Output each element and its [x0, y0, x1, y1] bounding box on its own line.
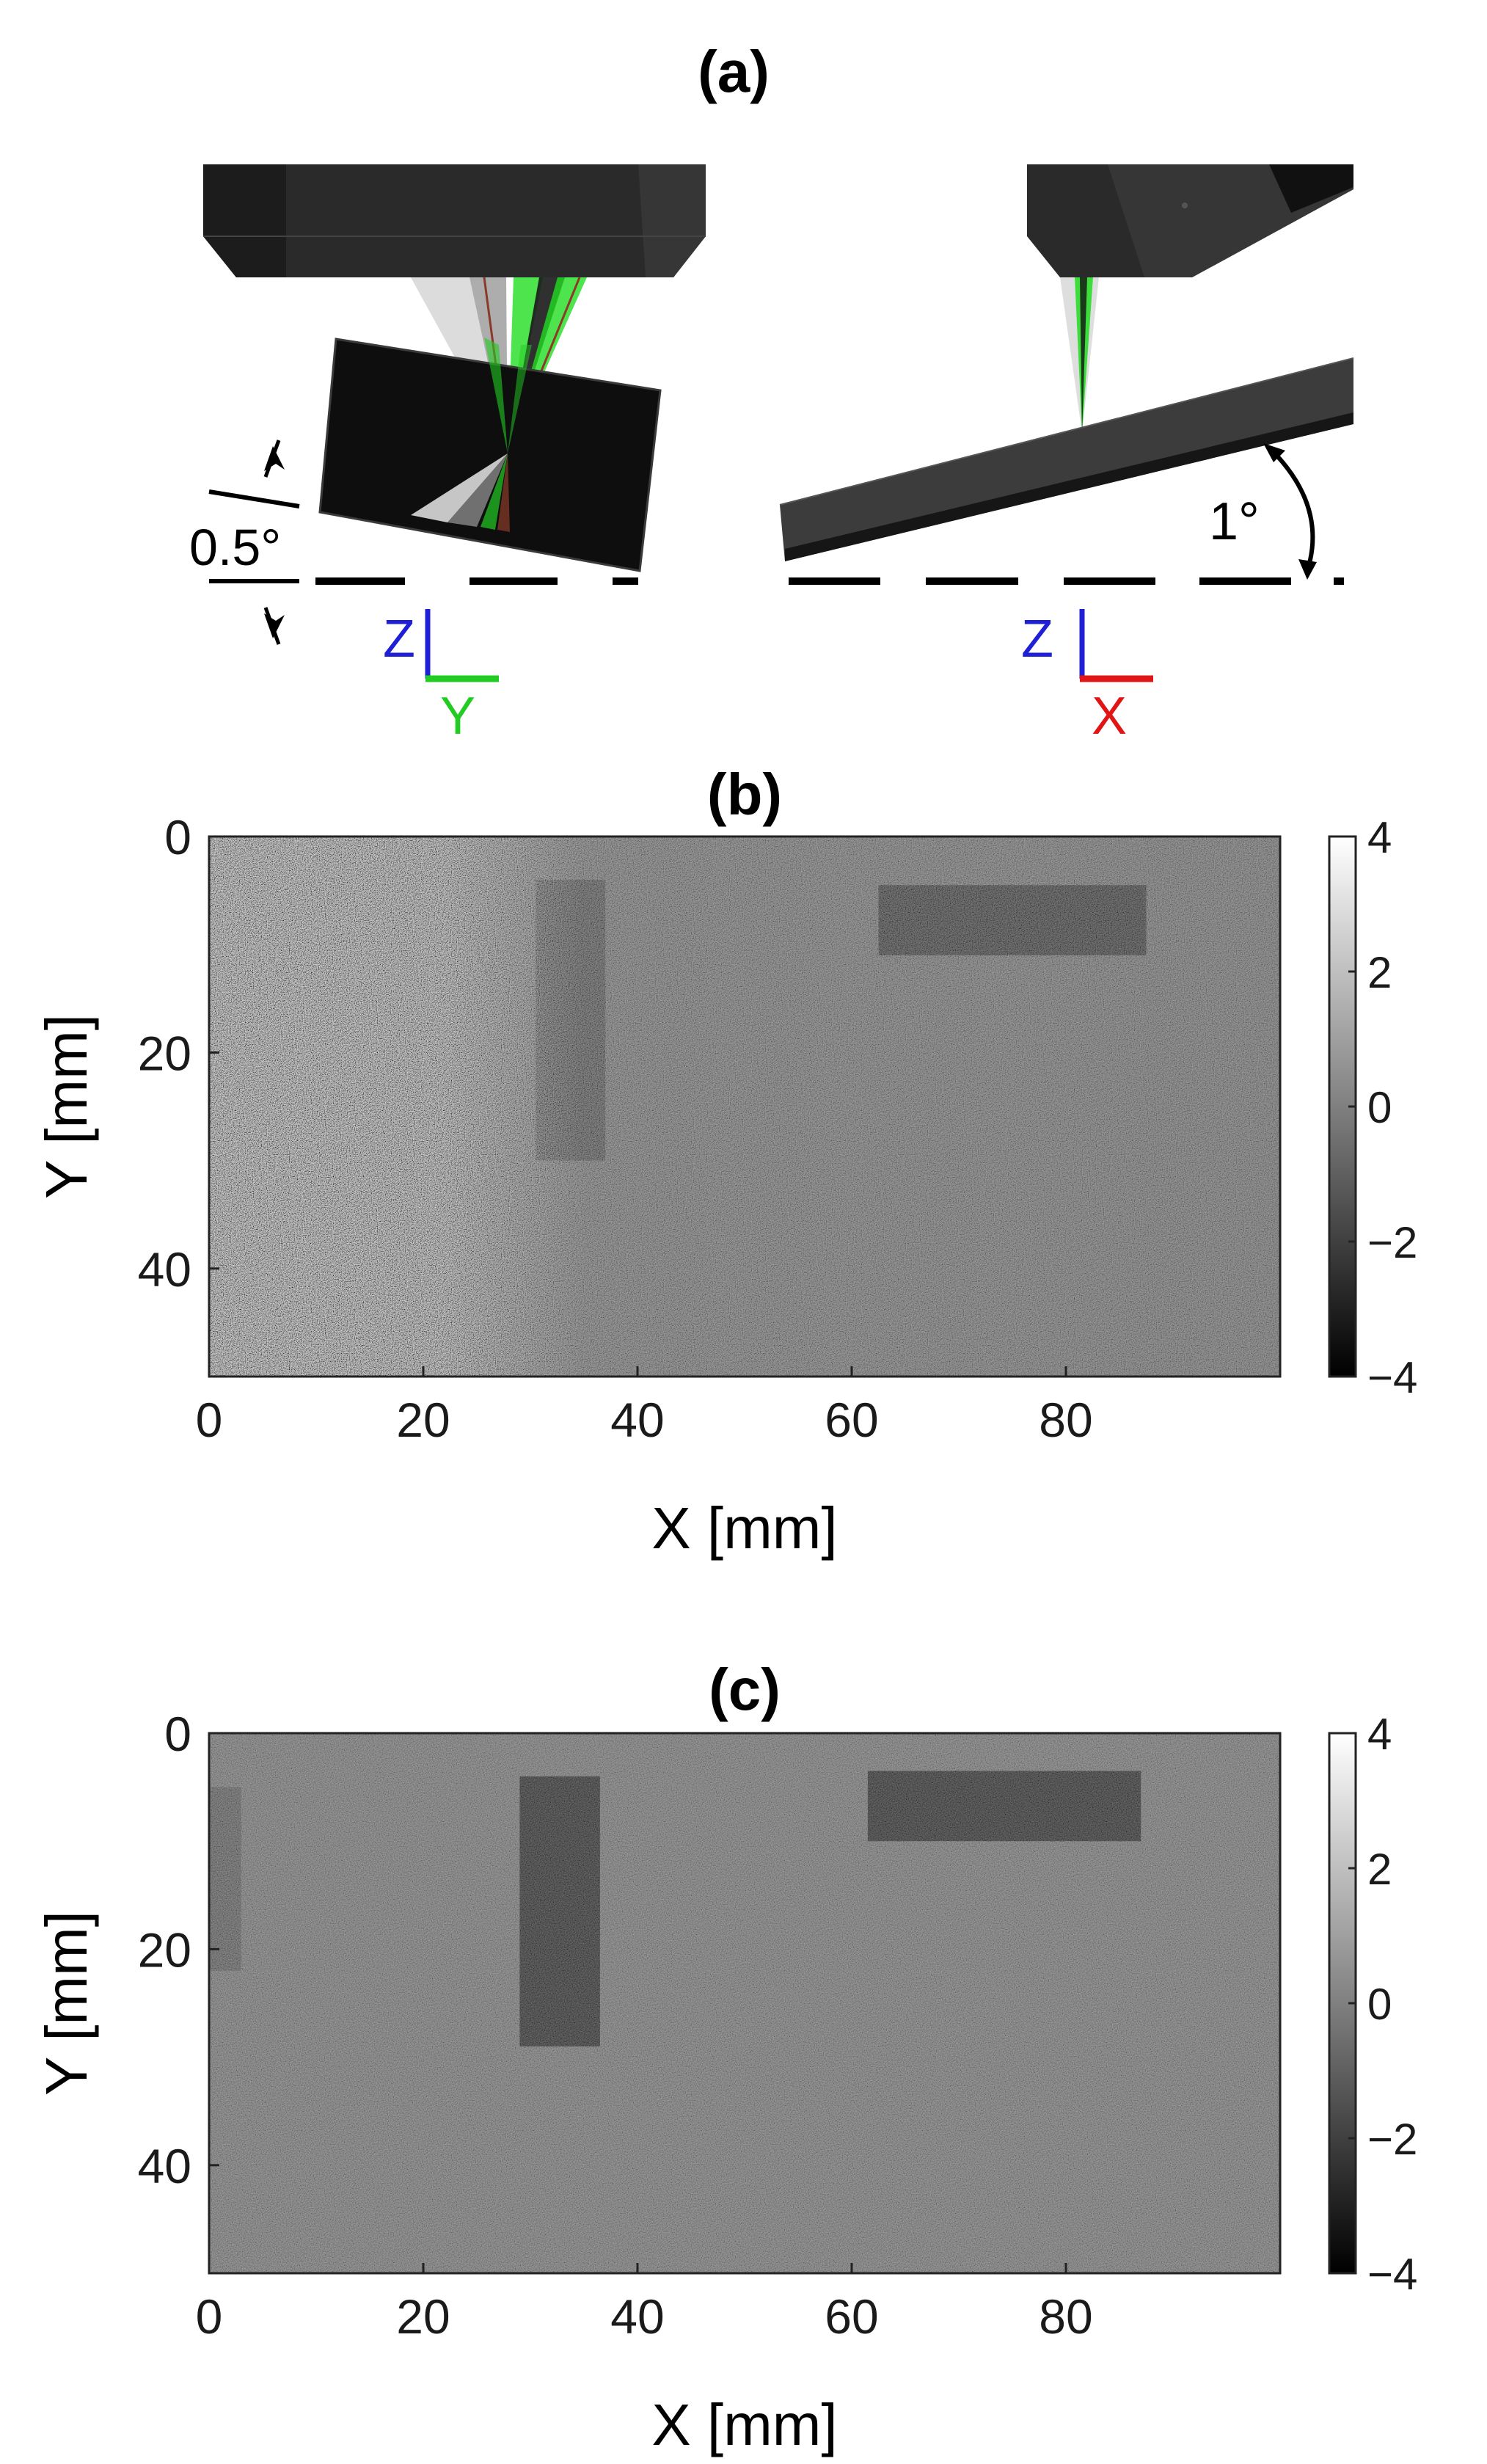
- left-axis-z: Z: [383, 610, 415, 668]
- panel-b-xlabel: X [mm]: [651, 1495, 837, 1561]
- panel-c-cbtick-label: 0: [1367, 1980, 1392, 2029]
- panel-b-ylabel: Y [mm]: [34, 1014, 99, 1199]
- right-beam: [1060, 277, 1099, 433]
- angle-left-label: 0.5°: [189, 519, 281, 576]
- left-axes: Z Y: [383, 609, 499, 746]
- panel-b-xtick-label: 60: [825, 1393, 878, 1447]
- right-angle-annotation: 1°: [1209, 443, 1317, 580]
- panel-a-label: (a): [698, 39, 770, 104]
- right-sample-plate: [779, 357, 1354, 561]
- panel-c-xtick-label: 0: [196, 2289, 223, 2344]
- panel-b-noise-high: [209, 836, 1280, 1377]
- right-axis-z: Z: [1021, 610, 1053, 668]
- panel-b-ytick-label: 40: [138, 1242, 191, 1297]
- angle-right-label: 1°: [1209, 492, 1260, 551]
- panel-b-cbtick-label: 0: [1367, 1083, 1392, 1132]
- panel-b-xtick-label: 40: [610, 1393, 664, 1447]
- left-sample-block: [318, 338, 662, 572]
- right-axes: Z X: [1021, 609, 1153, 746]
- panel-c-xtick-label: 60: [825, 2289, 878, 2344]
- panel-a: (a): [189, 39, 1354, 746]
- panel-b-colorbar-ticks: 4 2 0 −2 −4: [1348, 813, 1417, 1402]
- panel-b-label: (b): [707, 762, 782, 827]
- panel-c-ytick-label: 0: [164, 1707, 191, 1761]
- left-axis-y: Y: [440, 687, 475, 746]
- panel-c-cbtick-label: 4: [1367, 1710, 1392, 1759]
- panel-b-xtick-label: 20: [396, 1393, 450, 1447]
- panel-c-frame: [208, 1732, 1282, 2275]
- panel-b-xtick-label: 80: [1039, 1393, 1092, 1447]
- panel-c-colorbar-ticks: 4 2 0 −2 −4: [1348, 1710, 1417, 2299]
- panel-c-cbtick-label: 2: [1367, 1845, 1392, 1894]
- panel-c-label: (c): [709, 1657, 781, 1722]
- left-device-head: [203, 164, 706, 277]
- panel-b-frame: [208, 835, 1282, 1378]
- panel-c-noise-low: [209, 1733, 1280, 2273]
- panel-b-ytick-label: 20: [138, 1026, 191, 1080]
- panel-b-xtick-label: 0: [196, 1393, 223, 1447]
- panel-c-ylabel: Y [mm]: [34, 1911, 99, 2096]
- left-angle-annotation: 0.5°: [189, 440, 300, 645]
- panel-b-ytick-label: 0: [164, 810, 191, 864]
- panel-c-xtick-label: 80: [1039, 2289, 1092, 2344]
- panel-c-ytick-label: 20: [138, 1922, 191, 1977]
- panel-b-cbtick-label: −4: [1367, 1353, 1417, 1402]
- panel-c-xlabel: X [mm]: [651, 2392, 837, 2457]
- panel-c-xtick-label: 20: [396, 2289, 450, 2344]
- panel-c-xtick-label: 40: [610, 2289, 664, 2344]
- right-axis-x: X: [1092, 687, 1127, 746]
- panel-b-cbtick-label: 2: [1367, 948, 1392, 997]
- right-device-head: [1027, 164, 1353, 277]
- panel-c-ticks: 0 20 40 60 80 0 20 40: [138, 1707, 1093, 2344]
- panel-b-cbtick-label: −2: [1367, 1218, 1417, 1267]
- panel-b-ticks: 0 20 40 60 80 0 20 40: [138, 810, 1093, 1447]
- panel-b-cbtick-label: 4: [1367, 813, 1392, 862]
- panel-c-cbtick-label: −2: [1367, 2115, 1417, 2164]
- panel-c-ytick-label: 40: [138, 2139, 191, 2193]
- panel-c-cbtick-label: −4: [1367, 2250, 1417, 2299]
